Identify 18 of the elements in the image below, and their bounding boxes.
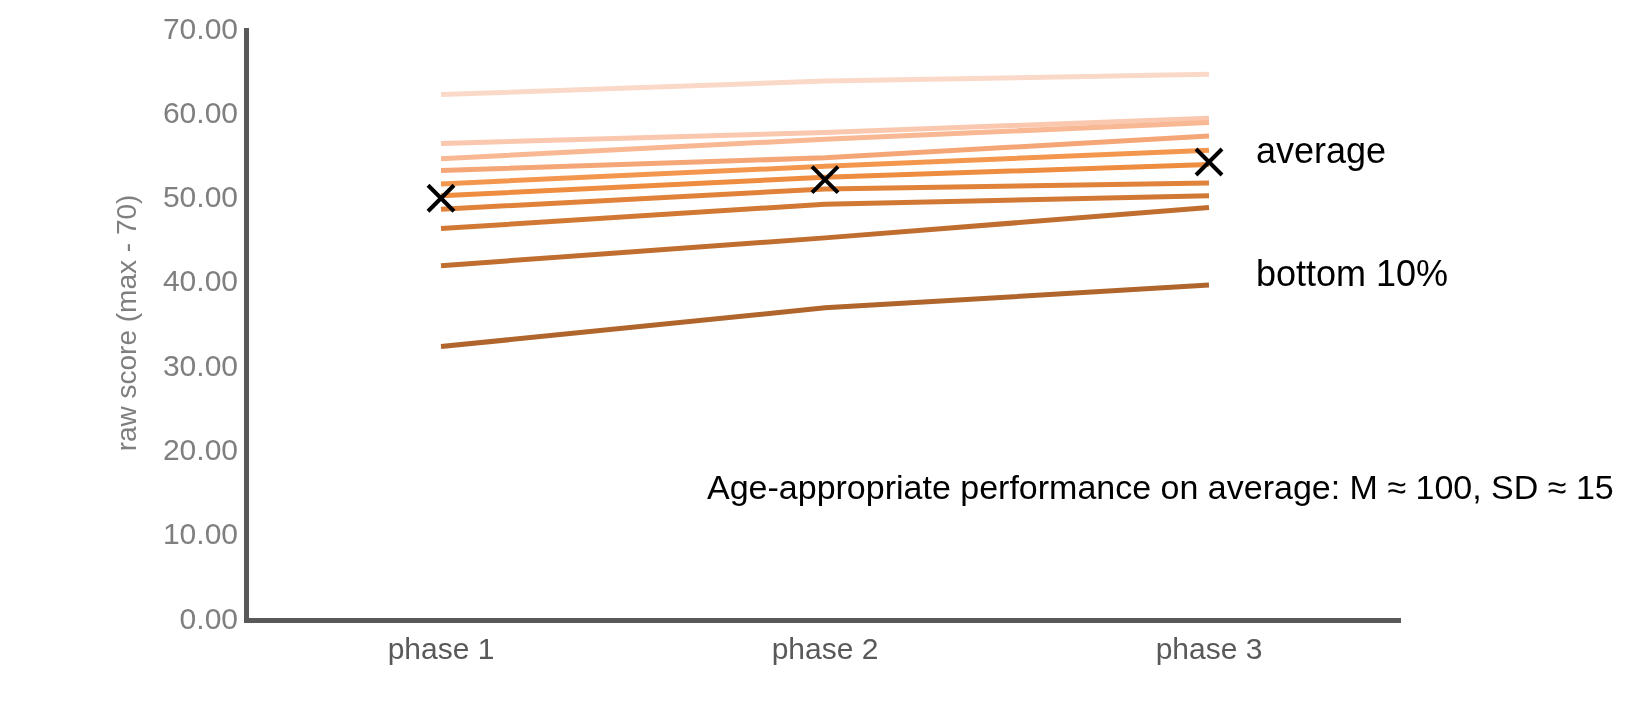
y-tick-label: 50.00	[162, 180, 238, 214]
point	[426, 183, 456, 214]
annotation: Age-appropriate performance on average: M ≈ 100, SD ≈ 15	[707, 468, 1614, 506]
y-tick-label: 0.00	[179, 601, 238, 635]
x-tick-label: phase 2	[771, 632, 879, 665]
point	[810, 164, 840, 195]
x-tick-label: phase 3	[1155, 632, 1263, 665]
y-tick-label: 40.00	[162, 264, 238, 298]
y-axis-title: raw score (max - 70)	[110, 194, 142, 452]
y-tick-label: 70.00	[162, 11, 238, 45]
y-tick-label: 20.00	[162, 432, 238, 466]
y-tick-label: 30.00	[162, 348, 238, 382]
y-tick-label: 60.00	[162, 95, 238, 129]
annotation: average	[1256, 130, 1387, 171]
point	[1194, 147, 1224, 178]
x-tick-label: phase 1	[387, 632, 495, 665]
y-tick-label: 10.00	[162, 517, 238, 551]
annotation: bottom 10%	[1256, 253, 1449, 294]
